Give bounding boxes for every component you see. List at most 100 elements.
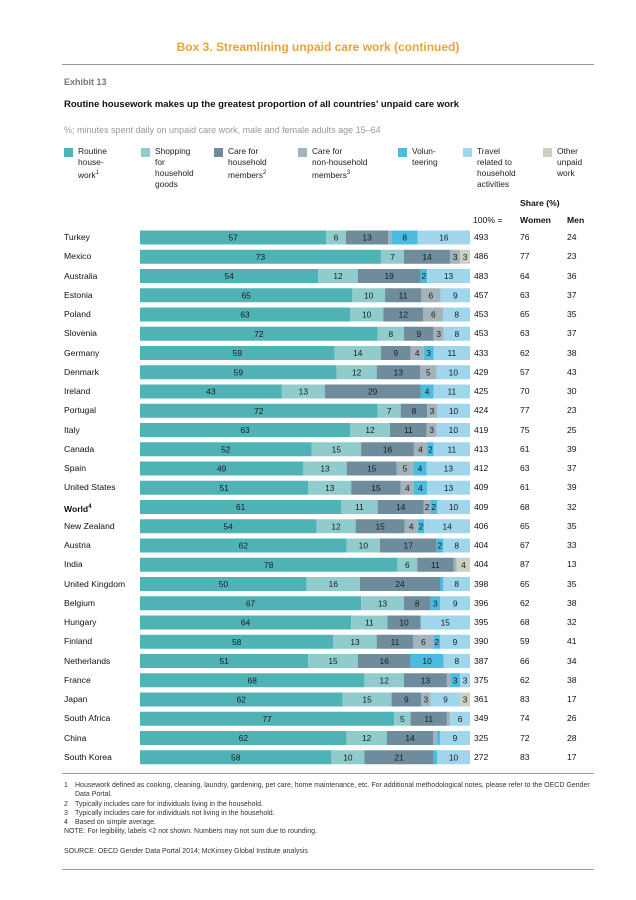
bar-value-label: 13 bbox=[299, 387, 309, 397]
bar-value-label: 6 bbox=[334, 233, 339, 243]
bar-segment-other bbox=[456, 557, 470, 572]
bar-value-label: 14 bbox=[422, 252, 432, 262]
bar-value-label: 10 bbox=[449, 406, 459, 416]
total-minutes-value: 325 bbox=[474, 732, 489, 743]
top-rule bbox=[62, 64, 594, 65]
bar-value-label: 15 bbox=[362, 695, 372, 705]
bar-segment-nonhousehold_care bbox=[433, 731, 437, 745]
bar-value-label: 17 bbox=[404, 541, 414, 551]
bar-value-label: 3 bbox=[463, 252, 468, 262]
women-share-value: 61 bbox=[520, 443, 530, 454]
bar-value-label: 11 bbox=[399, 290, 408, 300]
bar-value-label: 11 bbox=[424, 714, 433, 724]
bar-value-label: 13 bbox=[394, 367, 404, 377]
bar-segment-household_care bbox=[346, 461, 397, 476]
bar-segment-travel bbox=[424, 519, 470, 534]
footnote-text: NOTE: For legibility, labels <2 not show… bbox=[64, 828, 317, 836]
bar-segment-travel bbox=[437, 500, 470, 514]
bar-value-label: 61 bbox=[236, 502, 246, 512]
legend-label-travel: Travel related to household activities bbox=[477, 146, 516, 189]
bar-segment-shopping bbox=[316, 519, 356, 534]
bar-value-label: 10 bbox=[422, 656, 432, 666]
bar-value-label: 59 bbox=[234, 367, 244, 377]
bar-value-label: 54 bbox=[224, 521, 234, 531]
men-share-value: 23 bbox=[567, 251, 577, 262]
bar-value-label: 51 bbox=[219, 483, 229, 493]
bar-value-label: 12 bbox=[380, 675, 390, 685]
bar-segment-household_care bbox=[404, 596, 431, 611]
bar-value-label: 12 bbox=[331, 521, 341, 531]
bar-value-label: 3 bbox=[453, 252, 458, 262]
bar-value-label: 16 bbox=[383, 444, 393, 454]
bar-segment-household_care bbox=[380, 538, 437, 553]
bar-segment-nonhousehold_care bbox=[420, 288, 441, 303]
country-label: India bbox=[64, 559, 83, 570]
bar-segment-nonhousehold_care bbox=[420, 365, 437, 380]
bottom-rule bbox=[62, 869, 594, 870]
bar-value-label: 78 bbox=[264, 560, 274, 570]
women-share-value: 63 bbox=[520, 289, 530, 300]
bar-segment-routine bbox=[140, 692, 343, 707]
bar-value-label: 13 bbox=[362, 233, 372, 243]
bar-value-label: 8 bbox=[415, 598, 420, 608]
total-minutes-value: 272 bbox=[474, 751, 489, 762]
men-share-value: 32 bbox=[567, 617, 577, 627]
men-share-value: 30 bbox=[567, 386, 577, 396]
men-share-value: 39 bbox=[567, 482, 577, 493]
women-share-value: 59 bbox=[520, 636, 530, 647]
women-share-value: 66 bbox=[520, 655, 530, 666]
bar-value-label: 10 bbox=[343, 752, 353, 762]
footnote-text: Typically includes care for individuals … bbox=[75, 800, 263, 808]
bar-value-label: 6 bbox=[431, 310, 436, 320]
bar-value-label: 59 bbox=[233, 348, 243, 358]
footnote-number: 4 bbox=[64, 819, 68, 827]
women-share-value: 65 bbox=[520, 520, 530, 531]
bar-segment-routine bbox=[140, 423, 350, 437]
men-share-value: 36 bbox=[567, 270, 577, 281]
women-share-value: 83 bbox=[520, 694, 530, 704]
footnote: 2 Typically includes care for individuals… bbox=[64, 800, 594, 809]
bar-value-label: 15 bbox=[371, 483, 381, 493]
bar-value-label: 3 bbox=[430, 406, 435, 416]
bar-segment-routine bbox=[140, 750, 332, 765]
legend-label-household_care: Care for household members2 bbox=[228, 146, 267, 180]
bar-segment-routine bbox=[140, 461, 304, 476]
bar-value-label: 9 bbox=[453, 598, 458, 608]
bar-segment-volunteering bbox=[420, 269, 428, 283]
bar-value-label: 10 bbox=[359, 541, 369, 551]
legend-label-other: Other unpaid work bbox=[557, 146, 583, 178]
bar-segment-routine bbox=[140, 634, 334, 649]
bar-segment-nonhousehold_care bbox=[400, 480, 414, 495]
bar-segment-travel bbox=[427, 269, 470, 283]
total-minutes-value: 493 bbox=[474, 232, 489, 242]
country-label: Turkey bbox=[64, 232, 90, 242]
bar-value-label: 12 bbox=[399, 310, 409, 320]
bar-value-label: 2 bbox=[419, 521, 424, 531]
women-share-value: 63 bbox=[520, 463, 530, 473]
bar-segment-household_care bbox=[391, 692, 421, 707]
bar-segment-volunteering bbox=[436, 731, 440, 745]
bar-value-label: 62 bbox=[239, 733, 249, 743]
bar-segment-volunteering bbox=[430, 500, 437, 514]
bar-segment-travel bbox=[420, 615, 470, 630]
bar-segment-routine bbox=[140, 557, 398, 572]
country-label: Canada bbox=[64, 443, 95, 454]
source-note: SOURCE: OECD Gender Data Portal 2014; Mc… bbox=[64, 848, 308, 855]
bar-value-label: 10 bbox=[449, 367, 459, 377]
bar-value-label: 2 bbox=[438, 541, 443, 551]
bar-segment-nonhousehold_care bbox=[413, 442, 428, 457]
bar-value-label: 13 bbox=[444, 464, 454, 474]
bar-segment-household_care bbox=[400, 403, 428, 418]
bar-segment-shopping bbox=[333, 634, 377, 649]
footnotes: 1 Housework defined as cooking, cleaning,… bbox=[64, 781, 594, 837]
country-label: World4 bbox=[64, 503, 92, 514]
bar-value-label: 10 bbox=[364, 290, 374, 300]
men-share-value: 37 bbox=[567, 463, 577, 473]
bar-value-label: 6 bbox=[405, 560, 410, 570]
bar-segment-travel bbox=[427, 480, 470, 495]
bar-segment-travel bbox=[437, 403, 470, 418]
bar-value-label: 54 bbox=[224, 271, 234, 281]
bar-segment-volunteering bbox=[391, 230, 418, 245]
legend-label-routine: Routine house- work1 bbox=[78, 146, 107, 180]
